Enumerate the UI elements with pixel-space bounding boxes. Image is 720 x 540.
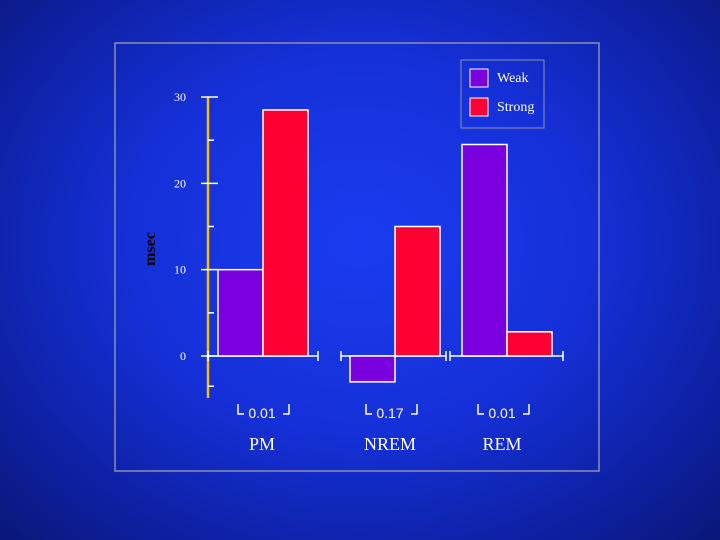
plot-frame <box>114 42 600 472</box>
bar-pm-strong <box>262 109 309 357</box>
y-tick-label: 30 <box>174 90 186 104</box>
p-bracket-left <box>477 404 484 415</box>
category-label-pm: PM <box>249 434 275 454</box>
p-value-label: 0.17 <box>376 405 403 421</box>
legend-swatch-weak <box>469 68 489 88</box>
bar-pm-weak <box>217 268 264 357</box>
legend-label-weak: Weak <box>497 71 529 86</box>
y-axis-label: msec <box>142 232 159 266</box>
category-labels: PM 0.01 NREM 0.17 REM 0.01 <box>237 404 530 454</box>
bar-rem-weak <box>461 143 508 357</box>
bar-nrem-strong <box>394 225 441 357</box>
p-bracket-left <box>237 404 244 415</box>
category-label-nrem: NREM <box>364 434 416 454</box>
p-bracket-left <box>365 404 372 415</box>
p-value-label: 0.01 <box>488 405 515 421</box>
legend-label-strong: Strong <box>497 100 534 115</box>
legend-swatch-strong <box>469 97 489 117</box>
legend-box <box>460 59 545 129</box>
p-bracket-right <box>523 404 530 415</box>
p-bracket-right <box>283 404 290 415</box>
legend: Weak Strong <box>460 59 545 129</box>
bars <box>217 109 553 383</box>
y-tick-label: 20 <box>174 176 186 190</box>
category-label-rem: REM <box>482 434 521 454</box>
p-bracket-right <box>411 404 418 415</box>
p-value-label: 0.01 <box>248 405 275 421</box>
bar-nrem-weak <box>349 355 396 383</box>
bar-rem-strong <box>506 331 553 357</box>
y-tick-label: 0 <box>180 349 186 363</box>
y-tick-label: 10 <box>174 263 186 277</box>
